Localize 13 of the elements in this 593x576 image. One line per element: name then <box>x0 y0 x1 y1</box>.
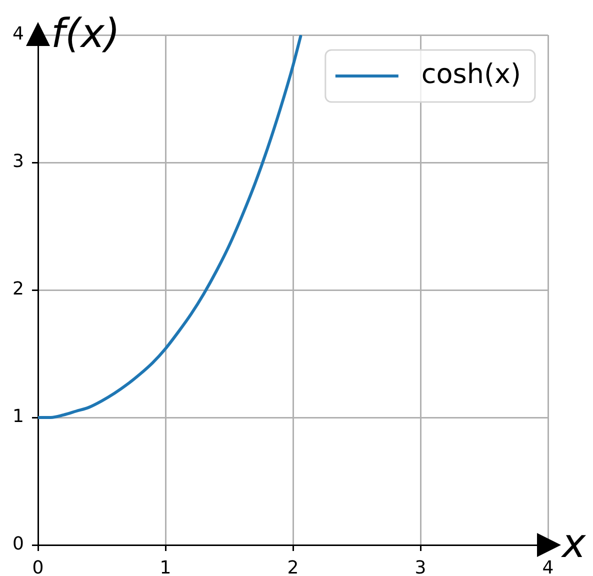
y-tick-label: 0 <box>12 534 24 555</box>
x-tick-label: 0 <box>32 557 44 576</box>
y-tick-label: 2 <box>12 278 24 300</box>
x-tick-label: 1 <box>160 557 172 576</box>
x-tick-label: 4 <box>542 557 554 576</box>
x-tick-label: 3 <box>414 557 426 576</box>
y-tick-label: 4 <box>12 24 24 45</box>
y-tick-label: 1 <box>12 406 24 428</box>
y-tick-label: 3 <box>12 151 24 172</box>
x-axis-title: x <box>560 521 586 567</box>
x-tick-label: 2 <box>287 557 299 576</box>
y-axis-title: f(x) <box>51 11 120 57</box>
legend-label: cosh(x) <box>421 59 522 90</box>
